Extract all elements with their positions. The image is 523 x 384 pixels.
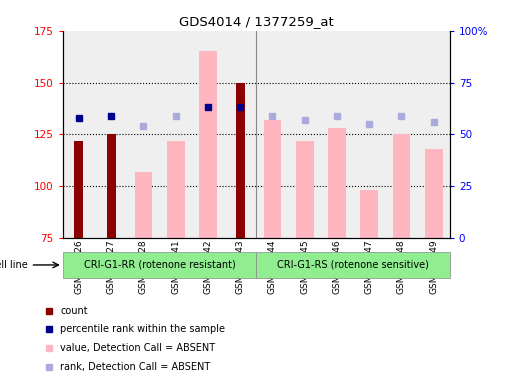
Bar	[224, 31, 256, 238]
Bar	[264, 120, 281, 238]
Title: GDS4014 / 1377259_at: GDS4014 / 1377259_at	[179, 15, 334, 28]
Bar	[256, 31, 289, 238]
Bar	[167, 141, 185, 238]
Text: rank, Detection Call = ABSENT: rank, Detection Call = ABSENT	[60, 362, 210, 372]
Bar	[425, 149, 442, 238]
Bar	[321, 31, 353, 238]
Bar	[134, 172, 152, 238]
Bar	[328, 128, 346, 238]
Bar	[199, 51, 217, 238]
Bar	[192, 31, 224, 238]
Text: count: count	[60, 306, 88, 316]
Bar	[360, 190, 378, 238]
Text: cell line: cell line	[0, 260, 27, 270]
Bar	[393, 134, 410, 238]
Text: CRI-G1-RR (rotenone resistant): CRI-G1-RR (rotenone resistant)	[84, 260, 235, 270]
Bar	[74, 141, 83, 238]
Text: percentile rank within the sample: percentile rank within the sample	[60, 324, 225, 334]
Bar	[63, 31, 95, 238]
Bar	[160, 31, 192, 238]
Text: value, Detection Call = ABSENT: value, Detection Call = ABSENT	[60, 343, 215, 353]
Bar	[289, 31, 321, 238]
Bar	[63, 252, 256, 278]
Bar	[385, 31, 417, 238]
Bar	[107, 134, 116, 238]
Bar	[353, 31, 385, 238]
Text: CRI-G1-RS (rotenone sensitive): CRI-G1-RS (rotenone sensitive)	[277, 260, 429, 270]
Bar	[256, 252, 450, 278]
Bar	[127, 31, 160, 238]
Bar	[236, 83, 245, 238]
Bar	[296, 141, 313, 238]
Bar	[417, 31, 450, 238]
Bar	[95, 31, 127, 238]
